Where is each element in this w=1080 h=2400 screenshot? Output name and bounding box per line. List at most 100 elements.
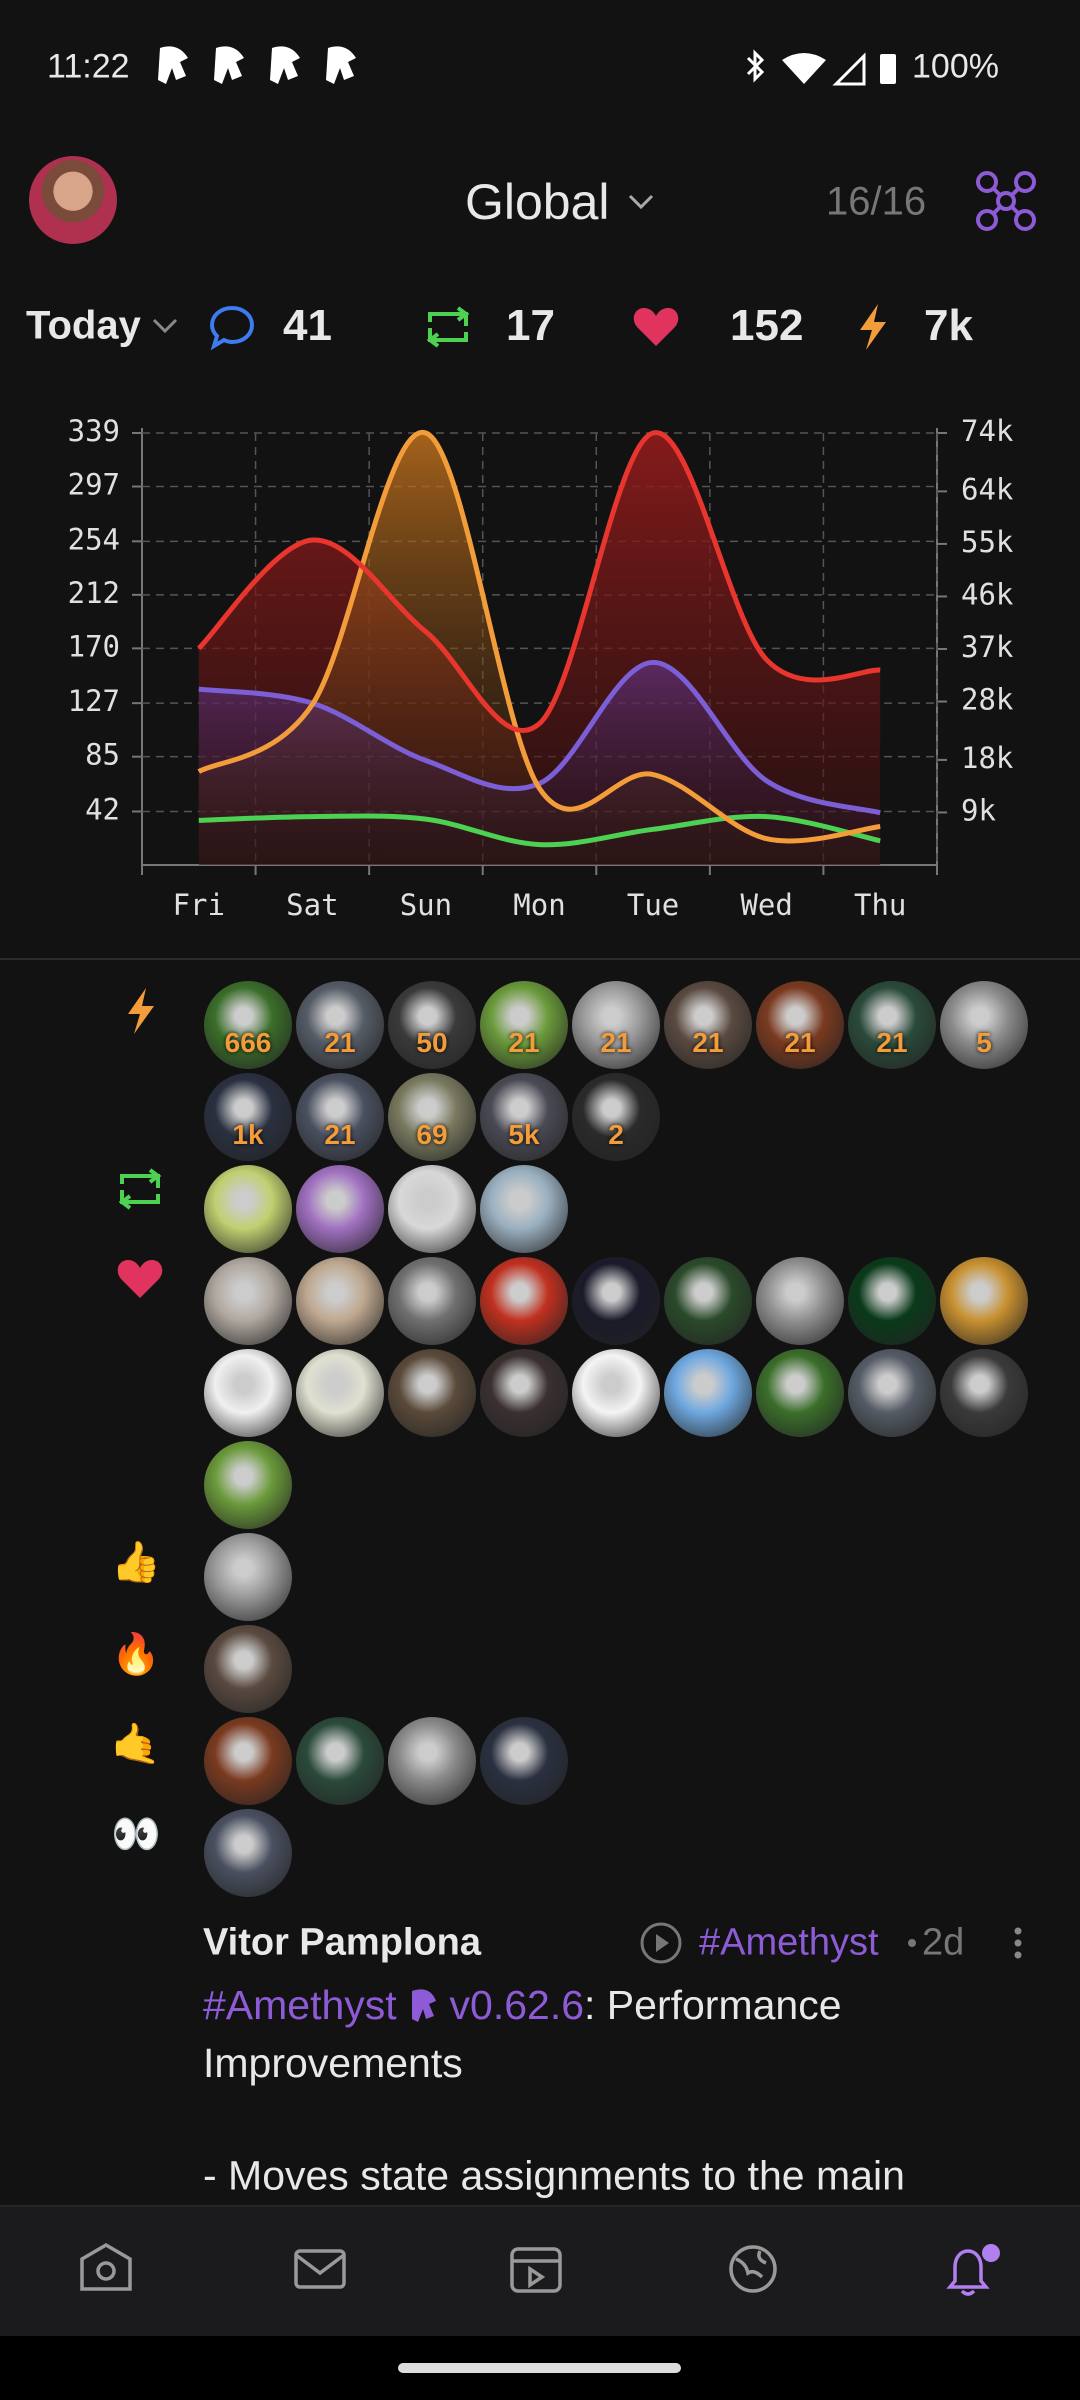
avatar[interactable] xyxy=(204,981,292,1069)
notifications-tab[interactable] xyxy=(946,2244,1000,2296)
avatar[interactable] xyxy=(572,1073,660,1161)
post-hashtag[interactable]: #Amethyst xyxy=(699,1921,879,1964)
x-tick-label: Wed xyxy=(740,888,792,922)
avatar[interactable] xyxy=(204,1349,292,1437)
avatar[interactable] xyxy=(480,1349,568,1437)
avatar[interactable] xyxy=(480,1073,568,1161)
dropdown-icon xyxy=(628,194,654,210)
emoji-reaction: 🔥 xyxy=(111,1632,161,1677)
video-tab[interactable] xyxy=(510,2247,562,2293)
avatar[interactable] xyxy=(296,1257,384,1345)
zap-amount: 21 xyxy=(876,1027,908,1058)
battery-level: 100% xyxy=(912,47,999,86)
home-handle[interactable] xyxy=(398,2363,681,2373)
like-icon xyxy=(633,308,679,346)
avatar[interactable] xyxy=(388,1073,476,1161)
avatar[interactable] xyxy=(204,1441,292,1529)
y-tick-label: 212 xyxy=(68,576,120,610)
avatar[interactable] xyxy=(756,1257,844,1345)
y2-tick-label: 9k xyxy=(961,793,996,827)
reply-icon xyxy=(209,305,255,350)
avatar[interactable] xyxy=(296,981,384,1069)
y-tick-label: 254 xyxy=(68,522,120,556)
avatar[interactable] xyxy=(296,1165,384,1253)
avatar[interactable] xyxy=(204,1625,292,1713)
zap-amount: 21 xyxy=(324,1027,356,1058)
avatar[interactable] xyxy=(756,981,844,1069)
line xyxy=(198,813,881,848)
avatar[interactable] xyxy=(848,981,936,1069)
clock: 11:22 xyxy=(47,47,130,86)
y-tick-label: 85 xyxy=(85,738,120,772)
more-menu[interactable] xyxy=(1010,1925,1026,1961)
avatar[interactable] xyxy=(572,1349,660,1437)
avatar[interactable] xyxy=(664,981,752,1069)
avatar[interactable] xyxy=(572,981,660,1069)
feed-title[interactable]: Global xyxy=(465,174,610,230)
avatar[interactable] xyxy=(572,1257,660,1345)
nav-bar xyxy=(0,2205,1080,2338)
zap-amount: 666 xyxy=(224,1027,272,1058)
avatar[interactable] xyxy=(388,1257,476,1345)
avatar[interactable] xyxy=(940,1349,1028,1437)
zap-amount: 5 xyxy=(976,1027,992,1058)
system-nav xyxy=(0,2336,1080,2400)
avatar[interactable] xyxy=(388,981,476,1069)
line xyxy=(198,659,881,816)
avatar[interactable] xyxy=(204,1257,292,1345)
zap-amount: 21 xyxy=(784,1027,816,1058)
avatar[interactable] xyxy=(756,1349,844,1437)
avatar[interactable] xyxy=(296,1717,384,1805)
avatar[interactable] xyxy=(388,1349,476,1437)
y2-tick-label: 74k xyxy=(961,414,1014,448)
avatar[interactable] xyxy=(940,981,1028,1069)
relay-icon[interactable] xyxy=(973,168,1039,234)
avatar[interactable] xyxy=(480,981,568,1069)
zap-icon xyxy=(128,988,154,1034)
zap-amount: 1k xyxy=(232,1119,264,1150)
avatar[interactable] xyxy=(480,1257,568,1345)
x-tick-label: Thu xyxy=(854,888,906,922)
boost-count: 17 xyxy=(506,301,555,350)
post-age: 2d xyxy=(922,1921,965,1964)
line xyxy=(197,430,881,844)
y2-tick-label: 46k xyxy=(961,577,1014,611)
dropdown-icon xyxy=(152,318,178,334)
discover-tab[interactable] xyxy=(729,2245,777,2293)
y2-tick-label: 64k xyxy=(961,472,1014,506)
activity-chart: 42 85 127 170 212 254 297 339 9k 18k 28k 37k 46k 55k 6… xyxy=(68,414,1014,922)
avatar[interactable] xyxy=(664,1257,752,1345)
messages-tab[interactable] xyxy=(294,2249,346,2289)
y-tick-label: 297 xyxy=(68,468,120,502)
system-icons xyxy=(746,49,896,86)
avatar[interactable] xyxy=(204,1533,292,1621)
post-author[interactable]: Vitor Pamplona xyxy=(203,1921,482,1964)
avatar[interactable] xyxy=(296,1073,384,1161)
avatar[interactable] xyxy=(848,1349,936,1437)
avatar[interactable] xyxy=(940,1257,1028,1345)
avatar[interactable] xyxy=(204,1165,292,1253)
home-tab[interactable] xyxy=(80,2242,132,2291)
line xyxy=(197,430,881,733)
version-link[interactable]: v0.62.6 xyxy=(449,1982,585,2028)
relay-count[interactable]: 16/16 xyxy=(826,179,927,224)
period[interactable]: Today xyxy=(26,303,141,348)
x-tick-label: Sun xyxy=(400,888,452,922)
y-tick-label: 170 xyxy=(68,629,120,663)
avatar[interactable] xyxy=(388,1165,476,1253)
hashtag-link[interactable]: #Amethyst xyxy=(203,1982,397,2028)
avatar[interactable] xyxy=(480,1717,568,1805)
zap-icon xyxy=(860,304,886,350)
avatar[interactable] xyxy=(664,1349,752,1437)
avatar[interactable] xyxy=(480,1165,568,1253)
avatar[interactable] xyxy=(296,1349,384,1437)
avatar[interactable] xyxy=(204,1073,292,1161)
post-body: #Amethyst v0.62.6: Performance Improveme… xyxy=(203,1976,1073,2092)
zap-amount: 50 xyxy=(416,1027,448,1058)
profile-avatar[interactable] xyxy=(29,156,117,244)
avatar[interactable] xyxy=(388,1717,476,1805)
avatar[interactable] xyxy=(848,1257,936,1345)
avatar[interactable] xyxy=(204,1717,292,1805)
avatar[interactable] xyxy=(204,1809,292,1897)
